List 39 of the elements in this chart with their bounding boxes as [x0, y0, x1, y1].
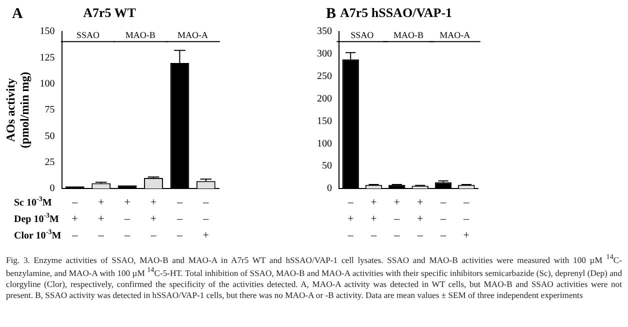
annotation: MAO-B — [393, 30, 424, 40]
y-tick-label: 50 — [44, 130, 55, 142]
y-tick-label: 125 — [40, 52, 55, 64]
x-tick-label: + – – — [393, 196, 400, 242]
text: A — [12, 6, 23, 22]
x-tick-label: – + – — [346, 196, 354, 242]
y-tick-label: 250 — [317, 71, 332, 82]
annotation: MAO-A — [440, 30, 471, 40]
text: B — [326, 6, 336, 22]
y-tick-label: 75 — [44, 104, 55, 116]
annotation: MAO-A — [178, 30, 209, 40]
x-tick-label: + + – — [416, 196, 424, 242]
y-tick-label: 350 — [317, 26, 332, 38]
x-tick-label: – – + — [202, 196, 210, 242]
annotation: SSAO — [350, 30, 374, 40]
y-tick-label: 200 — [317, 93, 332, 104]
annotation: MAO-B — [125, 30, 156, 40]
y-tick-label: 300 — [317, 48, 332, 60]
x-tick-label: + + – — [150, 196, 157, 242]
y-tick-label: 100 — [317, 138, 332, 150]
x-tick-label: + + – — [370, 196, 377, 242]
x-tick-label: + + – — [97, 196, 104, 242]
chart-title: A7r5 hSSAO/VAP-1 — [340, 5, 452, 20]
y-tick-label: 100 — [40, 78, 55, 90]
y-tick-label: 150 — [40, 26, 55, 38]
y-tick-label: 25 — [44, 156, 55, 168]
y-tick-label: 50 — [322, 160, 332, 172]
x-tick-label: – – – — [440, 196, 446, 242]
x-tick-label: – – + — [462, 196, 470, 242]
y-tick-label: 150 — [317, 116, 332, 127]
text: Fig. 3. Enzyme activities of SSAO, MAO-B and MAO-A in A7r5 WT and hSSAO/VAP-1 cell lysates. SSAO and MAO-B activities were measured with 100 µM $^{14}$C-benzylamine, and MAO-A with 100 µM $^{14}$C-5-HT. Total inhibition of SSAO, MAO-B and MAO-A activities with their specific inhibitors semicarbazide (Sc), deprenyl (Dep) and clorgyline (Clor), respectively, confirmed the specificity of the activities detected. A, MAO-A activity was detected in WT cells, but MAO-B and SSAO activities were not present. B, SSAO activity was detected in hSSAO/VAP-1 cells, but there was no MAO-A or -B activity. Data are mean values ± SEM of three independent experiments — [6, 253, 622, 300]
x-tick-label: – + – — [71, 196, 78, 242]
y-axis-title: AOs activity (pmol/min mg) — [3, 72, 32, 148]
chart-title: A7r5 WT — [83, 5, 136, 20]
annotation: SSAO — [76, 30, 100, 40]
x-tick-label: + – – — [124, 196, 131, 242]
x-tick-label: – – – — [176, 196, 183, 242]
y-tick-label: 0 — [50, 183, 55, 194]
y-tick-label: 0 — [327, 183, 332, 194]
